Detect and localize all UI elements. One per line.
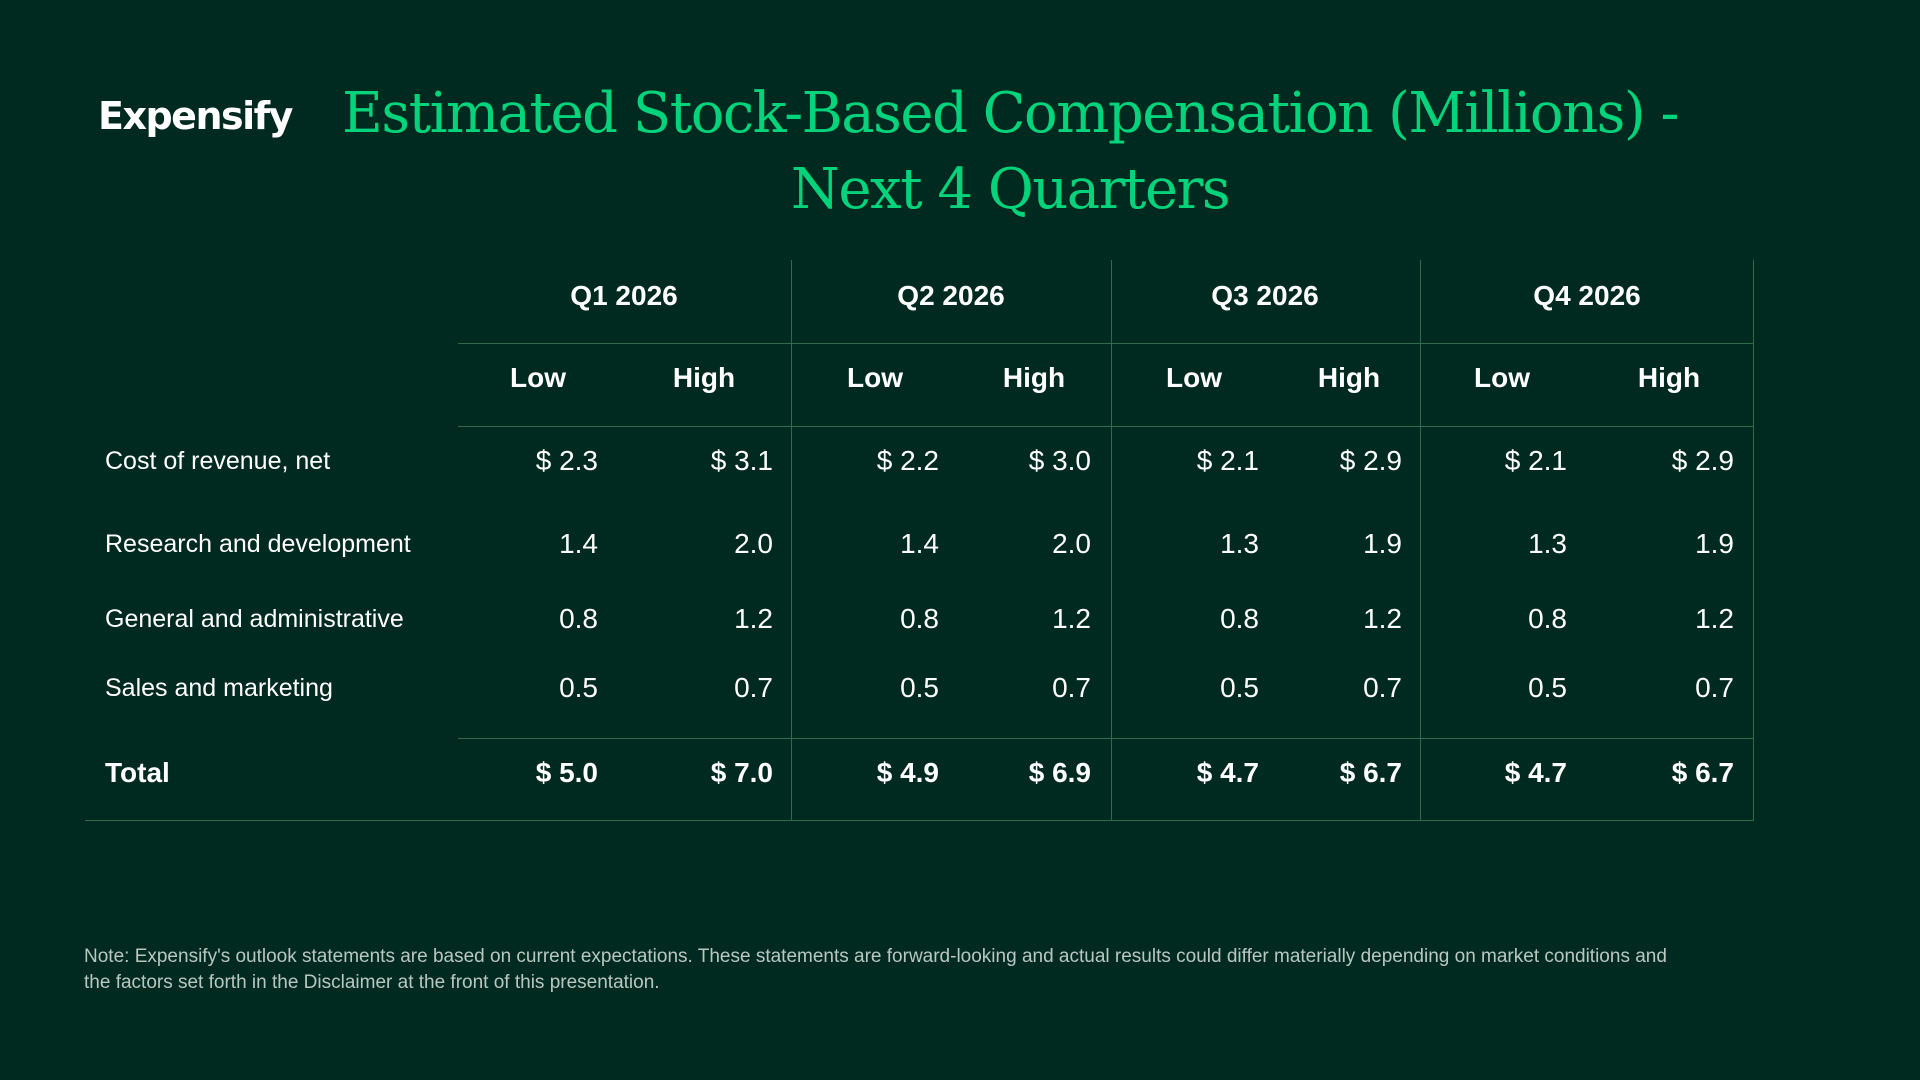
cell-sm-q1-low: 0.5 <box>559 672 598 703</box>
cell-total-q3-low: $ 4.7 <box>1196 757 1259 788</box>
cell-rd-q2-low: 1.4 <box>900 528 939 559</box>
cell-cost-q4-low: $ 2.1 <box>1504 445 1567 476</box>
subheader-q1-high: High <box>672 362 736 393</box>
divider-q2-q3 <box>1111 260 1112 821</box>
cell-total-q3-high: $ 6.7 <box>1339 757 1402 788</box>
quarter-header-q4: Q4 2026 <box>1533 280 1641 311</box>
cell-ga-q2-high: 1.2 <box>1052 603 1091 634</box>
divider-right-edge <box>1753 260 1754 821</box>
cell-total-q2-low: $ 4.9 <box>876 757 939 788</box>
rule-under-subheaders <box>458 426 1753 427</box>
subheader-q2-low: Low <box>847 362 903 393</box>
cell-total-q4-high: $ 6.7 <box>1671 757 1734 788</box>
cell-cost-q2-low: $ 2.2 <box>876 445 939 476</box>
cell-total-q2-high: $ 6.9 <box>1028 757 1091 788</box>
cell-sm-q3-high: 0.7 <box>1363 672 1402 703</box>
row-label-cost-of-revenue: Cost of revenue, net <box>105 447 331 475</box>
cell-ga-q3-high: 1.2 <box>1363 603 1402 634</box>
cell-ga-q1-low: 0.8 <box>559 603 598 634</box>
cell-cost-q2-high: $ 3.0 <box>1028 445 1091 476</box>
cell-rd-q3-low: 1.3 <box>1220 528 1259 559</box>
row-label-general-admin: General and administrative <box>105 605 404 633</box>
quarter-header-q1: Q1 2026 <box>570 280 678 311</box>
cell-ga-q2-low: 0.8 <box>900 603 939 634</box>
expensify-logo: Expensify <box>98 94 293 138</box>
divider-q1-q2 <box>791 260 792 821</box>
cell-rd-q3-high: 1.9 <box>1363 528 1402 559</box>
page-title-line-1: Estimated Stock-Based Compensation (Mill… <box>342 81 1679 146</box>
divider-q3-q4 <box>1420 260 1421 821</box>
cell-cost-q3-low: $ 2.1 <box>1196 445 1259 476</box>
cell-rd-q4-high: 1.9 <box>1695 528 1734 559</box>
rule-bottom <box>85 820 1753 821</box>
cell-sm-q2-high: 0.7 <box>1052 672 1091 703</box>
cell-sm-q1-high: 0.7 <box>734 672 773 703</box>
row-label-research: Research and development <box>105 530 411 558</box>
row-label-total: Total <box>105 757 170 788</box>
rule-above-total <box>458 738 1753 739</box>
cell-ga-q4-low: 0.8 <box>1528 603 1567 634</box>
cell-sm-q4-low: 0.5 <box>1528 672 1567 703</box>
quarter-header-q3: Q3 2026 <box>1211 280 1319 311</box>
subheader-q4-low: Low <box>1474 362 1530 393</box>
subheader-q2-high: High <box>1002 362 1066 393</box>
quarter-header-q2: Q2 2026 <box>897 280 1005 311</box>
cell-rd-q1-low: 1.4 <box>559 528 598 559</box>
cell-sm-q2-low: 0.5 <box>900 672 939 703</box>
disclaimer-note: Note: Expensify's outlook statements are… <box>84 946 1667 993</box>
page-title: Estimated Stock-Based Compensation (Mill… <box>300 76 1720 228</box>
cell-cost-q1-high: $ 3.1 <box>710 445 773 476</box>
cell-cost-q3-high: $ 2.9 <box>1339 445 1402 476</box>
cell-total-q4-low: $ 4.7 <box>1504 757 1567 788</box>
cell-rd-q1-high: 2.0 <box>734 528 773 559</box>
cell-total-q1-low: $ 5.0 <box>535 757 598 788</box>
cell-ga-q1-high: 1.2 <box>734 603 773 634</box>
subheader-q3-high: High <box>1317 362 1381 393</box>
cell-ga-q3-low: 0.8 <box>1220 603 1259 634</box>
subheader-q1-low: Low <box>510 362 566 393</box>
cell-sm-q4-high: 0.7 <box>1695 672 1734 703</box>
subheader-q3-low: Low <box>1166 362 1222 393</box>
cell-ga-q4-high: 1.2 <box>1695 603 1734 634</box>
row-label-sales-marketing: Sales and marketing <box>105 674 333 702</box>
page-title-line-2: Next 4 Quarters <box>790 157 1231 222</box>
cell-total-q1-high: $ 7.0 <box>710 757 773 788</box>
cell-sm-q3-low: 0.5 <box>1220 672 1259 703</box>
cell-cost-q1-low: $ 2.3 <box>535 445 598 476</box>
subheader-q4-high: High <box>1637 362 1701 393</box>
rule-under-quarters <box>458 343 1753 344</box>
cell-cost-q4-high: $ 2.9 <box>1671 445 1734 476</box>
cell-rd-q2-high: 2.0 <box>1052 528 1091 559</box>
cell-rd-q4-low: 1.3 <box>1528 528 1567 559</box>
